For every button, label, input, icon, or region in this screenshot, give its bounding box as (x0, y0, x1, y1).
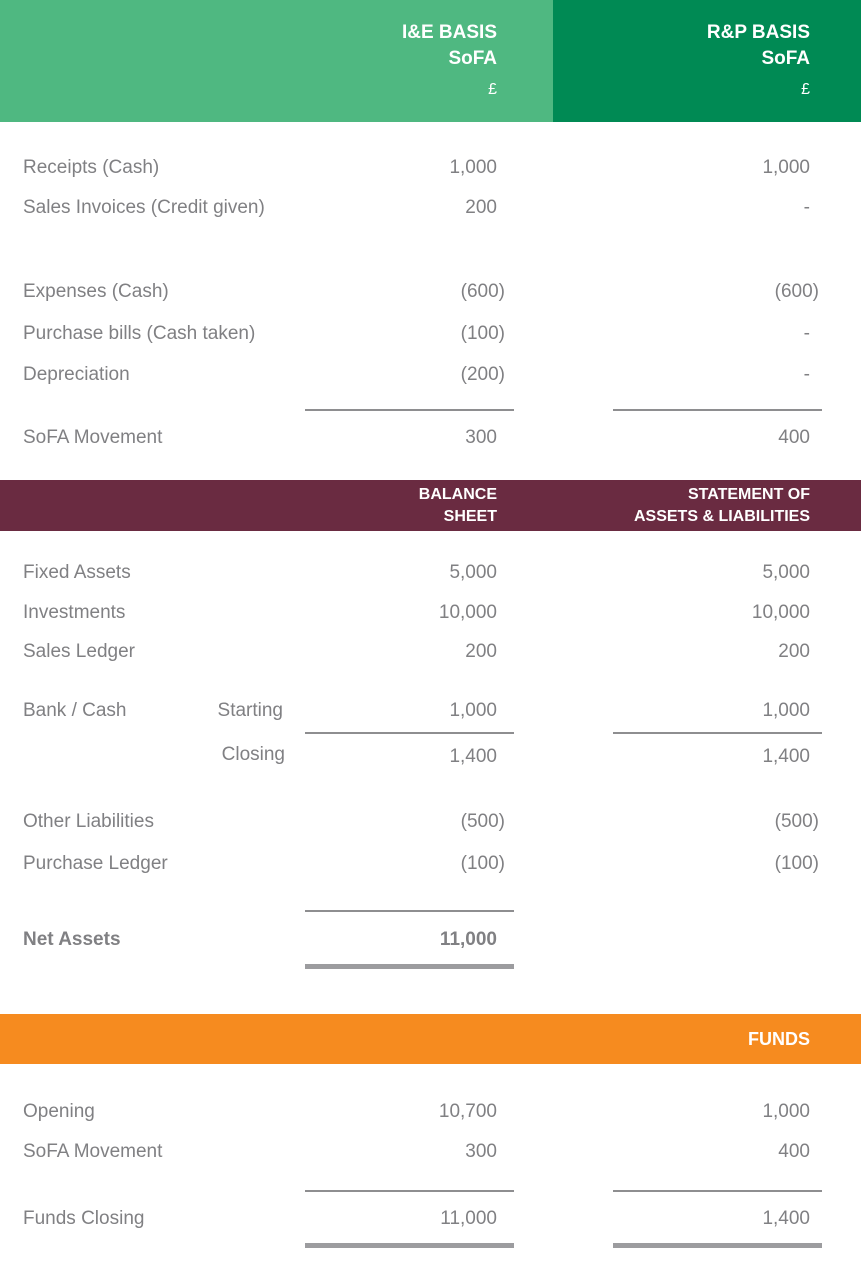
funds-rp-double-rule (613, 1243, 822, 1248)
sales-invoices-rp: - (803, 197, 810, 218)
net-assets-double-rule (305, 964, 514, 969)
funds-closing-rp: 1,400 (762, 1208, 810, 1229)
funds-header: FUNDS (748, 1029, 810, 1049)
sofa-movement-rp: 400 (778, 427, 810, 448)
rp-basis-header (553, 0, 861, 122)
purchase-bills-label: Purchase bills (Cash taken) (23, 323, 256, 344)
bank-starting-ie: 1,000 (449, 700, 497, 721)
balance-header-bar (0, 480, 861, 531)
balance-header-line1: BALANCE (418, 486, 497, 503)
sofa-ie-rule (305, 409, 514, 411)
opening-label: Opening (23, 1101, 95, 1122)
ie-basis-header (0, 0, 553, 122)
funds-rp-rule (613, 1190, 822, 1192)
funds-ie-double-rule (305, 1243, 514, 1248)
depreciation-rp: - (803, 364, 810, 385)
purchase-ledger-label: Purchase Ledger (23, 853, 168, 874)
funds-header-bar (0, 1014, 861, 1064)
statement-header-line2: ASSETS & LIABILITIES (633, 508, 810, 525)
rp-header-currency: £ (801, 81, 810, 98)
fixed-assets-label: Fixed Assets (23, 562, 131, 583)
funds-ie-rule (305, 1190, 514, 1192)
investments-rp: 10,000 (751, 602, 810, 623)
sofa-movement-ie: 300 (465, 427, 497, 448)
bank-cash-label: Bank / Cash (23, 700, 127, 721)
sales-ledger-label: Sales Ledger (23, 641, 135, 662)
depreciation-ie: (200) (460, 364, 505, 385)
expenses-ie: (600) (460, 281, 505, 302)
receipts-label: Receipts (Cash) (23, 157, 160, 178)
other-liabilities-rp: (500) (774, 811, 819, 832)
bank-rp-rule (613, 732, 822, 734)
depreciation-label: Depreciation (23, 364, 130, 385)
purchase-bills-rp: - (803, 323, 810, 344)
fixed-assets-rp: 5,000 (762, 562, 810, 583)
funds-movement-label: SoFA Movement (23, 1141, 163, 1162)
receipts-rp: 1,000 (762, 157, 810, 178)
purchase-bills-ie: (100) (460, 323, 505, 344)
balance-header-line2: SHEET (443, 508, 497, 525)
ie-header-line1: I&E BASIS (401, 22, 497, 43)
bank-closing-rp: 1,400 (762, 746, 810, 767)
funds-closing-label: Funds Closing (23, 1208, 145, 1229)
rp-header-line2: SoFA (761, 48, 810, 69)
purchase-ledger-ie: (100) (460, 853, 505, 874)
expenses-rp: (600) (774, 281, 819, 302)
statement-header: STATEMENT OF ASSETS & LIABILITIES (634, 484, 810, 528)
sales-invoices-label: Sales Invoices (Credit given) (23, 197, 265, 218)
ie-header-line2: SoFA (448, 48, 497, 69)
ie-header-currency: £ (488, 81, 497, 98)
fixed-assets-ie: 5,000 (449, 562, 497, 583)
ie-header-title: I&E BASIS SoFA £ (402, 20, 497, 103)
opening-rp: 1,000 (762, 1101, 810, 1122)
bank-starting-label: Starting (217, 700, 283, 721)
funds-movement-rp: 400 (778, 1141, 810, 1162)
net-assets-label: Net Assets (23, 929, 121, 950)
balance-sheet-header: BALANCE SHEET (419, 484, 497, 528)
funds-movement-ie: 300 (465, 1141, 497, 1162)
bank-closing-ie: 1,400 (449, 746, 497, 767)
sales-invoices-ie: 200 (465, 197, 497, 218)
other-liabilities-ie: (500) (460, 811, 505, 832)
opening-ie: 10,700 (438, 1101, 497, 1122)
net-assets-ie: 11,000 (439, 929, 497, 950)
sales-ledger-ie: 200 (465, 641, 497, 662)
sales-ledger-rp: 200 (778, 641, 810, 662)
investments-label: Investments (23, 602, 126, 623)
bank-closing-label: Closing (221, 744, 285, 765)
sofa-rp-rule (613, 409, 822, 411)
net-assets-top-rule (305, 910, 514, 912)
rp-header-title: R&P BASIS SoFA £ (707, 20, 810, 103)
bank-ie-rule (305, 732, 514, 734)
receipts-ie: 1,000 (449, 157, 497, 178)
rp-header-line1: R&P BASIS (706, 22, 810, 43)
statement-header-line1: STATEMENT OF (687, 486, 810, 503)
purchase-ledger-rp: (100) (774, 853, 819, 874)
investments-ie: 10,000 (438, 602, 497, 623)
other-liabilities-label: Other Liabilities (23, 811, 154, 832)
funds-closing-ie: 11,000 (440, 1208, 497, 1229)
sofa-movement-label: SoFA Movement (23, 427, 163, 448)
bank-starting-rp: 1,000 (762, 700, 810, 721)
expenses-label: Expenses (Cash) (23, 281, 169, 302)
